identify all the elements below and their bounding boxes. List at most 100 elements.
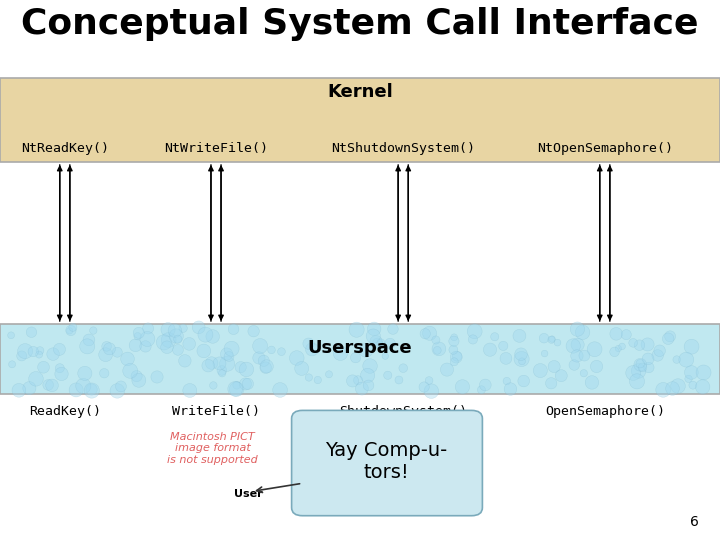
Point [214, 359, 225, 368]
Point [634, 360, 646, 368]
Point [184, 340, 195, 348]
Text: Kernel: Kernel [327, 83, 393, 101]
Point [397, 364, 409, 373]
Text: NtWriteFile(): NtWriteFile() [164, 142, 268, 155]
Point [667, 384, 678, 393]
Bar [0, 78, 720, 162]
Text: Macintosh PICT
image format
is not supported: Macintosh PICT image format is not suppo… [167, 431, 258, 465]
Point [448, 337, 459, 346]
Point [671, 355, 683, 364]
Point [71, 386, 82, 394]
Point [698, 368, 709, 377]
Point [132, 332, 143, 341]
Point [202, 361, 214, 370]
Point [86, 386, 97, 395]
Point [33, 350, 45, 359]
Point [228, 325, 239, 334]
Point [172, 346, 184, 354]
Text: Userspace: Userspace [307, 339, 413, 357]
Text: OpenSemaphore(): OpenSemaphore() [545, 405, 665, 418]
Point [418, 383, 430, 391]
Point [303, 373, 315, 382]
Point [100, 350, 112, 359]
Point [26, 328, 37, 336]
Point [133, 376, 145, 384]
Point [221, 360, 233, 368]
Point [642, 355, 654, 363]
Point [86, 385, 97, 394]
Point [179, 356, 191, 365]
Text: ShutdownSystem(): ShutdownSystem() [339, 405, 467, 418]
Point [296, 364, 307, 373]
Point [112, 348, 123, 356]
Point [665, 332, 676, 341]
Point [579, 351, 590, 360]
Point [131, 372, 143, 381]
Point [393, 376, 405, 384]
Point [274, 386, 286, 394]
Point [65, 326, 76, 335]
Point [546, 335, 557, 344]
Point [221, 350, 233, 359]
Point [370, 338, 382, 346]
Point [555, 372, 567, 380]
Point [621, 330, 632, 339]
Point [485, 346, 496, 354]
Point [67, 323, 78, 332]
Point [513, 332, 525, 340]
Point [577, 328, 588, 336]
Point [223, 352, 235, 361]
Point [384, 339, 396, 348]
Point [569, 361, 580, 369]
Point [611, 329, 622, 338]
Text: ReadKey(): ReadKey() [29, 405, 101, 418]
Point [642, 340, 653, 349]
Point [312, 376, 323, 384]
Point [198, 347, 210, 355]
Point [216, 366, 228, 375]
Point [516, 355, 527, 363]
Point [662, 334, 674, 343]
Point [13, 386, 24, 395]
Point [572, 340, 583, 349]
Point [258, 356, 269, 365]
Point [609, 348, 621, 356]
Point [351, 326, 362, 334]
Point [591, 362, 603, 371]
Point [627, 339, 639, 347]
Point [687, 381, 698, 389]
Point [6, 360, 18, 369]
Point [207, 332, 218, 341]
Point [539, 334, 550, 342]
Point [171, 332, 182, 340]
Point [546, 335, 558, 343]
Point [254, 342, 266, 350]
Point [142, 335, 153, 343]
Point [78, 382, 89, 390]
Point [441, 365, 453, 374]
Point [480, 381, 491, 389]
Point [231, 381, 243, 389]
Point [235, 363, 246, 372]
Point [207, 381, 219, 390]
Point [158, 338, 170, 347]
Point [387, 325, 399, 333]
Point [184, 386, 196, 395]
Point [539, 349, 550, 358]
Point [657, 386, 669, 394]
Point [133, 328, 145, 337]
Point [634, 341, 645, 349]
Point [193, 323, 204, 332]
Point [431, 346, 443, 355]
Point [683, 375, 694, 383]
Point [143, 324, 154, 333]
Point [217, 369, 228, 377]
Point [505, 385, 516, 394]
Point [230, 384, 241, 393]
Point [375, 339, 387, 347]
Text: 6: 6 [690, 515, 698, 529]
Point [161, 343, 173, 352]
Point [372, 339, 383, 347]
Point [42, 381, 54, 389]
Point [99, 369, 110, 377]
